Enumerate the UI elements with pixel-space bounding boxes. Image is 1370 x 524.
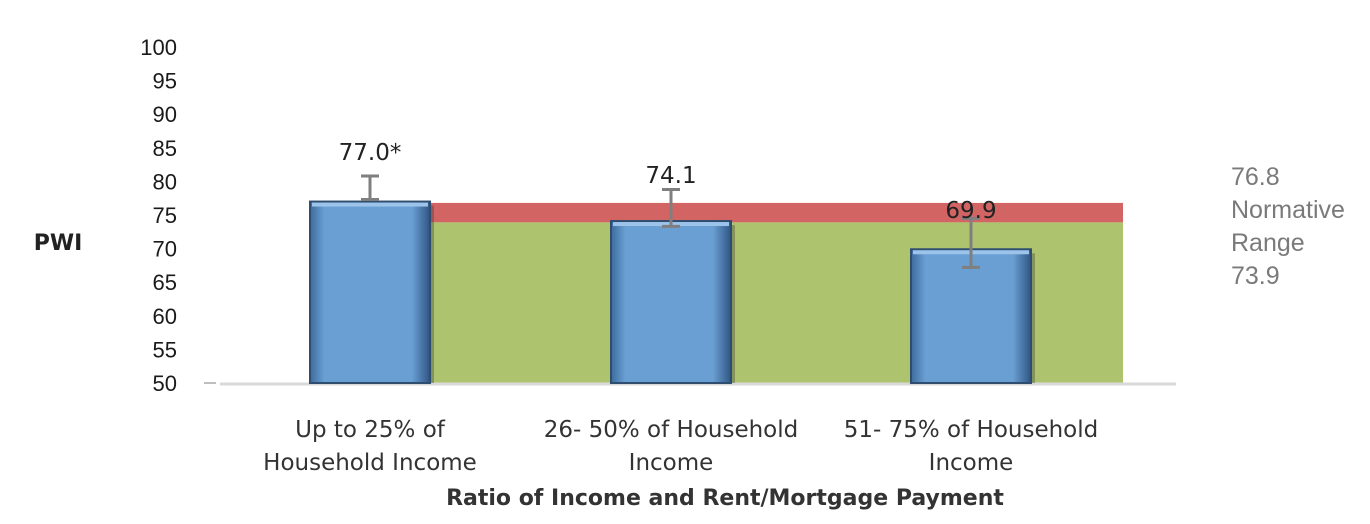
error-bar	[962, 216, 980, 269]
bar	[309, 200, 431, 384]
y-tick-label: 80	[153, 169, 177, 194]
error-bar	[662, 187, 680, 228]
x-category-label: 51- 75% of Household	[844, 417, 1099, 443]
normative-title-line2: Range	[1231, 229, 1305, 257]
error-bar	[361, 174, 379, 202]
y-tick-label: 75	[153, 203, 177, 228]
bar-group	[610, 220, 735, 384]
y-axis-label: PWI	[34, 231, 83, 256]
y-tick-label: 65	[153, 270, 177, 295]
bar-group	[910, 248, 1035, 384]
bar-group	[309, 200, 434, 384]
x-category-label: 26- 50% of Household	[544, 417, 799, 443]
normative-range-legend: 76.8 Normative Range 73.9	[1231, 163, 1345, 290]
x-category-label: Household Income	[263, 450, 477, 476]
bar	[610, 220, 732, 384]
x-category-label: Income	[629, 450, 714, 476]
data-label: 77.0*	[339, 140, 402, 166]
data-label: 74.1	[645, 163, 696, 189]
y-tick-label: 90	[153, 102, 177, 127]
normative-lower-label: 73.9	[1231, 262, 1280, 290]
y-tick-label: 95	[153, 69, 177, 94]
normative-band-upper	[430, 202, 1123, 223]
normative-upper-label: 76.8	[1231, 163, 1280, 191]
y-tick-label: 55	[153, 337, 177, 362]
bar-highlight	[312, 202, 428, 207]
y-tick-label: 70	[153, 237, 177, 262]
data-label: 69.9	[945, 198, 996, 224]
y-tick-label: 85	[153, 136, 177, 161]
x-category-label: Income	[929, 450, 1014, 476]
x-category-label: Up to 25% of	[295, 417, 446, 443]
y-tick-label: 100	[140, 35, 177, 60]
x-axis-label: Ratio of Income and Rent/Mortgage Paymen…	[446, 486, 1004, 511]
y-tick-label: 50	[153, 371, 177, 396]
y-tick-label: 60	[153, 304, 177, 329]
bar	[910, 248, 1032, 384]
normative-title-line1: Normative	[1231, 196, 1345, 224]
